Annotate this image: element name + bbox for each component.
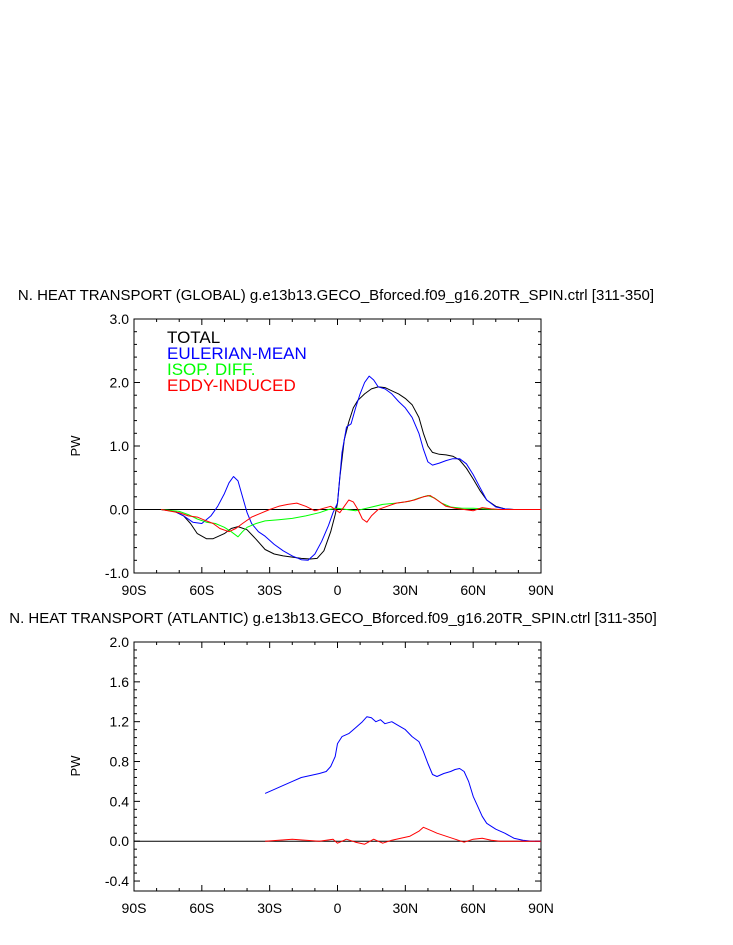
legend-eulerian-mean: EULERIAN-MEAN	[167, 344, 307, 363]
legend-eddy-induced: EDDY-INDUCED	[167, 376, 296, 395]
atlantic-xtick-label: 30N	[392, 900, 418, 916]
atlantic-ylabel: PW	[68, 755, 83, 777]
global-panel: N. HEAT TRANSPORT (GLOBAL) g.e13b13.GECO…	[18, 287, 654, 598]
legend-isop-diff: ISOP. DIFF.	[167, 360, 256, 379]
atlantic-ytick-label: 0.4	[110, 793, 130, 809]
atlantic-frame	[133, 641, 542, 892]
global-series-isop-diff	[161, 495, 541, 538]
global-ylabel: PW	[68, 435, 83, 457]
global-ytick-label: 0.0	[110, 502, 130, 518]
atlantic-ytick-label: 2.0	[110, 634, 130, 650]
global-ytick-label: -1.0	[105, 565, 129, 581]
atlantic-title: N. HEAT TRANSPORT (ATLANTIC) g.e13b13.GE…	[9, 610, 657, 627]
atlantic-ytick-label: 0.0	[110, 833, 130, 849]
global-legend: TOTAL EULERIAN-MEAN ISOP. DIFF. EDDY-IND…	[167, 328, 307, 395]
global-xtick-label: 90S	[122, 582, 147, 598]
global-ytick-label: 2.0	[110, 375, 130, 391]
atlantic-ytick-label: -0.4	[105, 873, 129, 889]
atlantic-xtick-label: 90N	[528, 900, 554, 916]
atlantic-xtick-label: 60S	[189, 900, 214, 916]
global-ytick-label: 3.0	[110, 311, 130, 327]
atlantic-series-eulerian-mean	[264, 716, 541, 842]
atlantic-ytick-label: 0.8	[110, 754, 130, 770]
global-series-eulerian-mean	[161, 375, 541, 561]
atlantic-panel: N. HEAT TRANSPORT (ATLANTIC) g.e13b13.GE…	[9, 610, 657, 916]
global-series-total	[161, 386, 541, 560]
global-series-eddy-induced	[161, 495, 541, 533]
global-xtick-label: 90N	[528, 582, 554, 598]
atlantic-xtick-label: 60N	[460, 900, 486, 916]
global-xtick-label: 60S	[189, 582, 214, 598]
global-ytick-label: 1.0	[110, 438, 130, 454]
global-xtick-label: 0	[334, 582, 342, 598]
legend-total: TOTAL	[167, 328, 220, 347]
global-xtick-label: 30S	[257, 582, 282, 598]
atlantic-ytick-label: 1.2	[110, 714, 130, 730]
atlantic-series-eddy-induced	[265, 826, 541, 845]
global-xtick-label: 30N	[392, 582, 418, 598]
atlantic-ytick-label: 1.6	[110, 674, 130, 690]
atlantic-xtick-label: 90S	[122, 900, 147, 916]
global-title: N. HEAT TRANSPORT (GLOBAL) g.e13b13.GECO…	[18, 287, 654, 304]
atlantic-xtick-label: 30S	[257, 900, 282, 916]
global-xtick-label: 60N	[460, 582, 486, 598]
atlantic-xtick-label: 0	[334, 900, 342, 916]
